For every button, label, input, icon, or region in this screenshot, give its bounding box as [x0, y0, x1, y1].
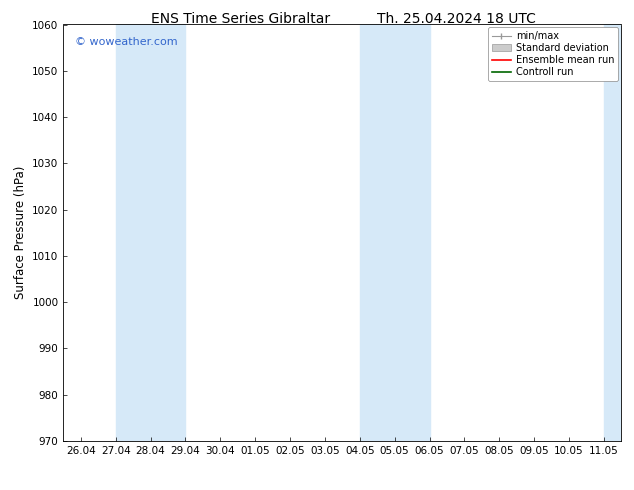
Bar [116, 24, 151, 441]
Bar [359, 24, 394, 441]
Bar [150, 24, 185, 441]
Bar [604, 24, 621, 441]
Text: Th. 25.04.2024 18 UTC: Th. 25.04.2024 18 UTC [377, 12, 536, 26]
Text: ENS Time Series Gibraltar: ENS Time Series Gibraltar [152, 12, 330, 26]
Legend: min/max, Standard deviation, Ensemble mean run, Controll run: min/max, Standard deviation, Ensemble me… [488, 27, 618, 81]
Y-axis label: Surface Pressure (hPa): Surface Pressure (hPa) [14, 166, 27, 299]
Text: © woweather.com: © woweather.com [75, 37, 177, 47]
Bar [394, 24, 429, 441]
